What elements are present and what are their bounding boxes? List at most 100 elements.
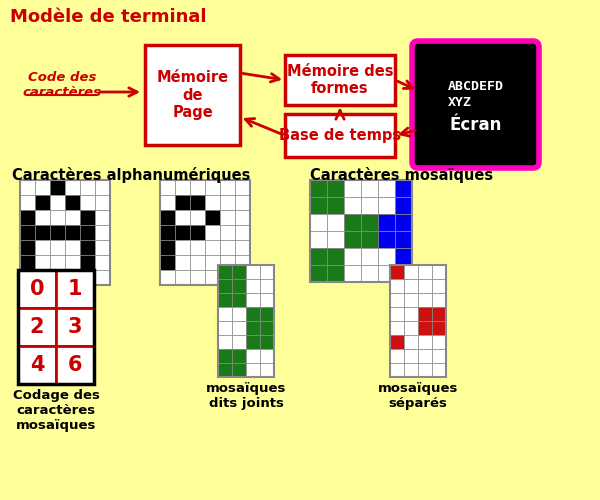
Bar bbox=[205, 180, 220, 195]
Bar bbox=[65, 195, 80, 210]
Bar bbox=[205, 255, 220, 270]
Bar bbox=[160, 210, 175, 225]
Bar bbox=[220, 195, 235, 210]
Bar bbox=[95, 195, 110, 210]
Bar bbox=[418, 335, 432, 349]
Bar bbox=[432, 307, 446, 321]
Bar bbox=[18, 270, 56, 308]
Bar bbox=[35, 255, 50, 270]
Bar bbox=[95, 210, 110, 225]
Text: Écran: Écran bbox=[449, 116, 502, 134]
Bar bbox=[390, 363, 404, 377]
Bar bbox=[205, 270, 220, 285]
Bar bbox=[220, 240, 235, 255]
Text: 4: 4 bbox=[30, 355, 44, 375]
Text: 6: 6 bbox=[68, 355, 82, 375]
Bar bbox=[246, 349, 260, 363]
Bar bbox=[65, 225, 80, 240]
Bar bbox=[235, 180, 250, 195]
Bar bbox=[205, 195, 220, 210]
Bar bbox=[20, 225, 35, 240]
Bar bbox=[235, 195, 250, 210]
Bar bbox=[361, 248, 378, 265]
Bar bbox=[218, 321, 232, 335]
Bar bbox=[160, 270, 175, 285]
Bar bbox=[220, 270, 235, 285]
Bar bbox=[95, 180, 110, 195]
Bar bbox=[190, 270, 205, 285]
Bar bbox=[418, 293, 432, 307]
Bar bbox=[310, 197, 327, 214]
Bar bbox=[404, 335, 418, 349]
Bar bbox=[218, 279, 232, 293]
Bar bbox=[390, 307, 404, 321]
Bar bbox=[310, 180, 412, 282]
Bar bbox=[390, 265, 446, 377]
Bar bbox=[327, 231, 344, 248]
Bar bbox=[65, 255, 80, 270]
Bar bbox=[260, 363, 274, 377]
Bar bbox=[80, 210, 95, 225]
Bar bbox=[50, 210, 65, 225]
Bar bbox=[80, 270, 95, 285]
Bar bbox=[205, 225, 220, 240]
Bar bbox=[175, 255, 190, 270]
Bar bbox=[246, 265, 260, 279]
Text: Mémoire
de
Page: Mémoire de Page bbox=[157, 70, 229, 120]
Bar bbox=[285, 55, 395, 105]
Bar bbox=[390, 321, 404, 335]
Bar bbox=[20, 255, 35, 270]
Bar bbox=[160, 195, 175, 210]
Bar bbox=[175, 210, 190, 225]
Bar bbox=[246, 307, 260, 321]
Bar bbox=[95, 240, 110, 255]
Bar bbox=[232, 307, 246, 321]
Bar bbox=[190, 195, 205, 210]
Bar bbox=[160, 180, 250, 285]
Bar bbox=[218, 335, 232, 349]
Bar bbox=[310, 248, 327, 265]
Bar bbox=[218, 265, 274, 377]
Bar bbox=[418, 321, 432, 335]
Bar bbox=[235, 210, 250, 225]
Bar bbox=[220, 210, 235, 225]
Text: Modèle de terminal: Modèle de terminal bbox=[10, 8, 206, 26]
Bar bbox=[80, 180, 95, 195]
Bar bbox=[56, 308, 94, 346]
Bar bbox=[260, 349, 274, 363]
Text: ABCDEFD
XYZ: ABCDEFD XYZ bbox=[448, 80, 503, 108]
Text: Base de temps: Base de temps bbox=[279, 128, 401, 143]
Bar bbox=[218, 265, 232, 279]
Bar bbox=[432, 279, 446, 293]
Bar bbox=[432, 321, 446, 335]
Bar bbox=[35, 225, 50, 240]
Bar bbox=[205, 210, 220, 225]
Bar bbox=[246, 321, 260, 335]
Bar bbox=[65, 210, 80, 225]
Bar bbox=[378, 265, 395, 282]
Bar bbox=[160, 180, 175, 195]
Bar bbox=[190, 180, 205, 195]
Bar bbox=[65, 240, 80, 255]
Bar bbox=[404, 265, 418, 279]
Bar bbox=[395, 231, 412, 248]
Bar bbox=[344, 214, 361, 231]
Bar bbox=[404, 279, 418, 293]
Bar bbox=[260, 307, 274, 321]
Bar bbox=[218, 349, 232, 363]
Bar bbox=[235, 270, 250, 285]
Bar bbox=[50, 195, 65, 210]
Bar bbox=[50, 270, 65, 285]
Bar bbox=[160, 225, 175, 240]
Bar bbox=[344, 248, 361, 265]
Bar bbox=[390, 293, 404, 307]
Bar bbox=[260, 335, 274, 349]
Bar bbox=[395, 197, 412, 214]
Bar bbox=[205, 240, 220, 255]
Bar bbox=[390, 349, 404, 363]
Bar bbox=[50, 255, 65, 270]
Bar bbox=[65, 270, 80, 285]
Bar bbox=[285, 114, 395, 157]
Bar bbox=[18, 346, 56, 384]
Bar bbox=[418, 307, 432, 321]
